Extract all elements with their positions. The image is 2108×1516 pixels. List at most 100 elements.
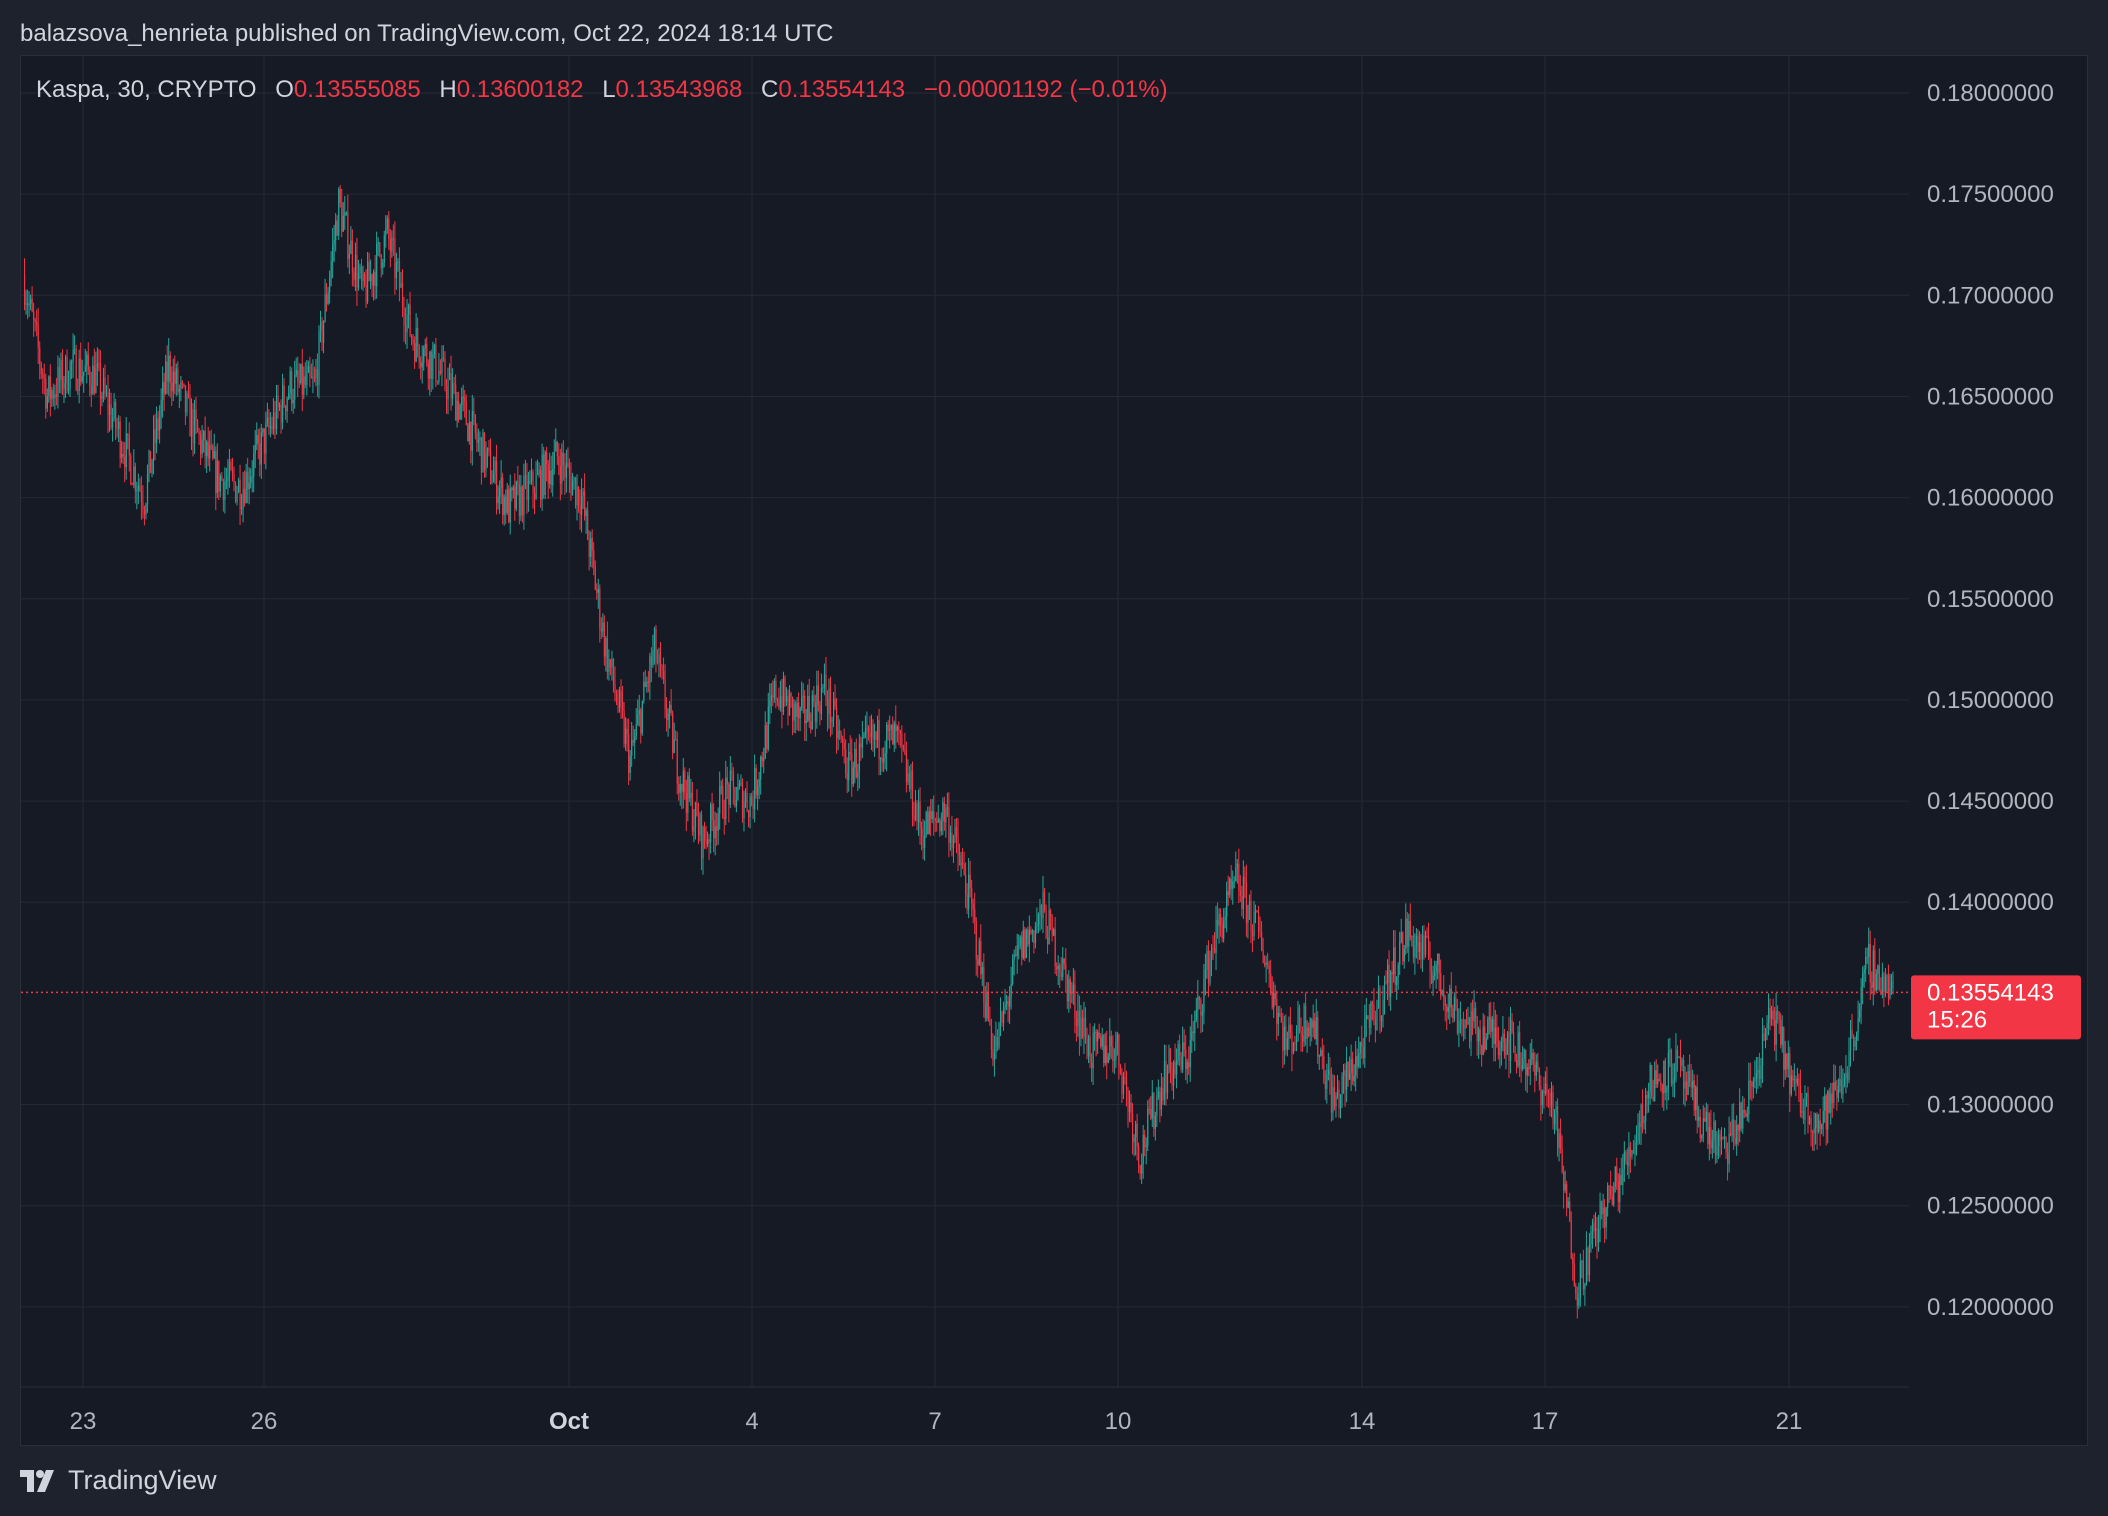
candle-body (641, 700, 643, 734)
candle-body (761, 756, 763, 762)
candle-body (206, 441, 208, 457)
candle-body (1764, 1028, 1767, 1041)
candle-body (983, 967, 985, 1003)
candle-body (452, 383, 454, 399)
candle-body (612, 658, 615, 685)
candle-body (1135, 1123, 1137, 1138)
candle-body (253, 454, 255, 477)
candle-body (1544, 1083, 1547, 1094)
candle-body (295, 370, 297, 376)
candle-body (245, 471, 247, 503)
candle-body (714, 826, 716, 839)
candle-body (1273, 992, 1275, 1008)
candle-body (403, 306, 405, 325)
candle-body (1628, 1146, 1630, 1166)
candle-body (895, 723, 897, 731)
candle-body (1088, 1036, 1090, 1057)
candle-body (183, 383, 185, 386)
candle-body (1520, 1066, 1522, 1070)
candle-body (496, 461, 498, 504)
candle-body (1385, 981, 1387, 983)
candle-body (905, 753, 908, 783)
candle-body (960, 862, 962, 866)
candle-body (1364, 1019, 1366, 1059)
candle-body (1500, 1042, 1503, 1049)
candle-body (417, 328, 419, 346)
candle-body (1863, 969, 1865, 974)
candle-body (386, 218, 388, 229)
candle-body (1849, 1029, 1852, 1051)
high-value: 0.13600182 (456, 76, 584, 103)
candle-body (1274, 992, 1276, 1000)
candle-body (291, 371, 293, 404)
candle-body (1569, 1201, 1571, 1221)
candle-body (1040, 905, 1043, 919)
price-axis[interactable]: 0.18000000 0.17500000 0.17000000 0.16500000… (1927, 80, 2054, 1321)
candle-body (1472, 1011, 1474, 1022)
candle-body (889, 729, 891, 731)
candle-body (86, 354, 88, 366)
candle-body (107, 392, 109, 415)
candle-body (333, 240, 335, 245)
candle-body (858, 743, 861, 773)
candle-body (1745, 1112, 1747, 1117)
candle-body (864, 728, 867, 735)
candle-body (69, 362, 71, 389)
candle-body (1613, 1186, 1615, 1205)
candle-body (852, 767, 854, 785)
candle-body (1736, 1125, 1738, 1144)
candle-body (883, 757, 885, 763)
candle-body (1478, 1029, 1480, 1042)
candle-body (638, 710, 640, 715)
candle-body (494, 461, 496, 474)
candle-body (1101, 1034, 1103, 1047)
candle-body (1264, 963, 1266, 965)
candle-body (679, 783, 681, 793)
candle-body (1393, 947, 1395, 975)
candle-body (104, 377, 106, 394)
candle-body (1514, 1046, 1516, 1060)
candle-body (667, 713, 669, 721)
candle-body (1749, 1080, 1751, 1083)
candle-body (663, 670, 665, 679)
candle-body (1282, 1022, 1284, 1051)
candle-body (1790, 1075, 1792, 1095)
candle-body (1092, 1032, 1094, 1069)
candle-body (1573, 1264, 1575, 1287)
candle-body (527, 481, 530, 501)
symbol-label[interactable]: Kaspa, 30, CRYPTO (36, 76, 257, 103)
candle-body (1634, 1142, 1636, 1154)
candle-body (1036, 924, 1038, 927)
candle-body (823, 674, 826, 688)
tradingview-logo[interactable]: TradingView (20, 1465, 217, 1496)
candle-body (497, 496, 499, 504)
chart-pane[interactable]: 0.18000000 0.17500000 0.17000000 0.16500000… (20, 55, 2088, 1446)
time-axis[interactable]: 23 26 Oct 4 7 10 14 17 21 (70, 1408, 1803, 1435)
candle-body (1881, 973, 1884, 995)
candle-body (1696, 1086, 1698, 1121)
candle-body (628, 733, 630, 773)
candle-body (529, 481, 531, 483)
candle-body (36, 322, 38, 325)
candle-body (1531, 1052, 1533, 1060)
candle-body (614, 684, 616, 694)
candle-body (691, 792, 694, 832)
candle-body (670, 704, 672, 713)
candle-body (143, 509, 146, 515)
candle-body (1242, 876, 1245, 909)
candle-body (1412, 935, 1415, 958)
candle-body (1582, 1261, 1585, 1290)
candle-body (1549, 1093, 1551, 1107)
candlestick-chart[interactable]: 0.18000000 0.17500000 0.17000000 0.16500000… (21, 56, 2087, 1445)
candle-body (925, 811, 927, 836)
candle-body (752, 804, 754, 810)
candle-body (881, 757, 883, 763)
candle-body (1572, 1258, 1574, 1265)
candle-body (1437, 953, 1439, 965)
candle-body (1122, 1077, 1125, 1094)
candle-body (980, 940, 982, 975)
candle-body (776, 698, 779, 701)
candle-body (1771, 1010, 1773, 1019)
candle-body (681, 783, 683, 792)
candle-body (637, 714, 639, 725)
